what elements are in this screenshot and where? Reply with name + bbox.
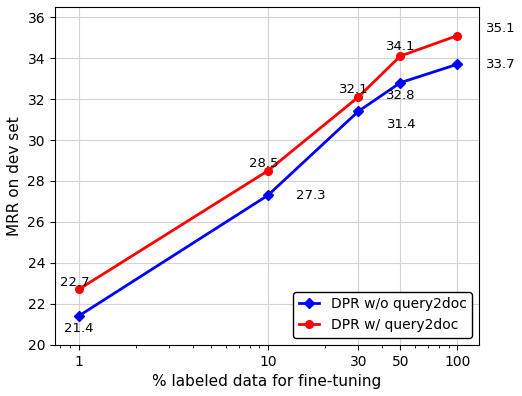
Legend: DPR w/o query2doc, DPR w/ query2doc: DPR w/o query2doc, DPR w/ query2doc (293, 292, 472, 338)
Text: 28.5: 28.5 (249, 157, 278, 170)
DPR w/o query2doc (75, 314, 81, 318)
DPR w/ query2doc (355, 95, 361, 99)
DPR w/ query2doc (75, 287, 81, 292)
Text: 32.1: 32.1 (339, 84, 369, 96)
DPR w/o query2doc (397, 80, 404, 85)
Line: DPR w/o query2doc: DPR w/o query2doc (75, 61, 461, 320)
DPR w/ query2doc (454, 33, 460, 38)
Text: 33.7: 33.7 (486, 58, 515, 71)
X-axis label: % labeled data for fine-tuning: % labeled data for fine-tuning (152, 374, 382, 389)
Text: 34.1: 34.1 (386, 40, 415, 53)
DPR w/ query2doc (397, 54, 404, 59)
Text: 22.7: 22.7 (60, 276, 89, 289)
Text: 32.8: 32.8 (386, 89, 415, 102)
DPR w/ query2doc (265, 168, 271, 173)
Text: 27.3: 27.3 (296, 189, 326, 202)
Text: 31.4: 31.4 (387, 118, 416, 131)
Text: 35.1: 35.1 (486, 22, 515, 35)
Y-axis label: MRR on dev set: MRR on dev set (7, 116, 22, 236)
Line: DPR w/ query2doc: DPR w/ query2doc (75, 32, 461, 293)
DPR w/o query2doc (265, 193, 271, 198)
DPR w/o query2doc (355, 109, 361, 114)
DPR w/o query2doc (454, 62, 460, 67)
Text: 21.4: 21.4 (64, 322, 93, 335)
